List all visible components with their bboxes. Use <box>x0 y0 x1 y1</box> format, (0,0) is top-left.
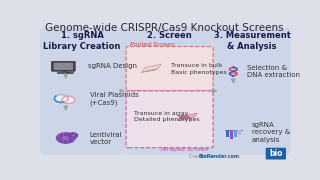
Text: bio: bio <box>269 149 283 158</box>
Circle shape <box>65 134 67 135</box>
Bar <box>238 130 241 135</box>
Text: Pooled Screen: Pooled Screen <box>130 42 175 47</box>
Circle shape <box>71 137 73 139</box>
Circle shape <box>54 95 68 102</box>
Text: Transuce in array
Detailed phenotypes: Transuce in array Detailed phenotypes <box>134 111 200 122</box>
Text: Transuce in bulk
Basic phenotypes: Transuce in bulk Basic phenotypes <box>171 63 227 75</box>
Circle shape <box>180 117 181 118</box>
Text: 3. Measurement
& Analysis: 3. Measurement & Analysis <box>214 31 291 51</box>
Bar <box>230 130 233 139</box>
Circle shape <box>58 137 61 139</box>
Circle shape <box>178 115 180 116</box>
FancyBboxPatch shape <box>126 91 213 148</box>
Text: BioRender.com: BioRender.com <box>199 154 240 159</box>
Circle shape <box>184 117 185 118</box>
FancyBboxPatch shape <box>54 63 73 70</box>
FancyBboxPatch shape <box>52 61 75 71</box>
Circle shape <box>186 118 187 119</box>
Circle shape <box>72 133 74 134</box>
Circle shape <box>69 135 71 136</box>
Circle shape <box>56 133 75 143</box>
Polygon shape <box>139 69 158 73</box>
Circle shape <box>189 118 191 119</box>
Text: Genome-wide CRISPR/Cas9 Knockout Screens: Genome-wide CRISPR/Cas9 Knockout Screens <box>45 23 283 33</box>
Circle shape <box>60 140 63 141</box>
Text: sgRNA
recovery &
analysis: sgRNA recovery & analysis <box>252 122 290 143</box>
FancyBboxPatch shape <box>266 148 286 159</box>
Text: Lentiviral
vector: Lentiviral vector <box>90 132 122 145</box>
Circle shape <box>69 140 71 141</box>
Circle shape <box>182 115 183 116</box>
Bar <box>226 130 229 137</box>
Circle shape <box>69 134 70 135</box>
Text: Arrayed Screen: Arrayed Screen <box>161 147 209 152</box>
Circle shape <box>68 133 78 138</box>
Text: Created in: Created in <box>189 154 216 159</box>
FancyBboxPatch shape <box>121 27 219 155</box>
Circle shape <box>74 137 76 138</box>
FancyBboxPatch shape <box>214 27 291 155</box>
Circle shape <box>60 135 63 136</box>
Circle shape <box>65 141 67 142</box>
Circle shape <box>182 118 183 119</box>
Circle shape <box>185 115 187 116</box>
Text: Selection &
DNA extraction: Selection & DNA extraction <box>247 65 300 78</box>
FancyBboxPatch shape <box>126 47 213 91</box>
FancyBboxPatch shape <box>40 27 124 155</box>
Text: 2. Screen: 2. Screen <box>147 31 192 40</box>
Circle shape <box>62 96 75 104</box>
Circle shape <box>75 134 77 135</box>
Polygon shape <box>142 64 162 72</box>
Text: Viral Plasmids
(+Cas9): Viral Plasmids (+Cas9) <box>90 93 138 106</box>
Circle shape <box>70 137 71 138</box>
Bar <box>234 130 237 137</box>
Circle shape <box>188 117 189 118</box>
Text: 1. sgRNA
Library Creation: 1. sgRNA Library Creation <box>44 31 121 51</box>
Text: sgRNA Design: sgRNA Design <box>88 63 137 69</box>
Polygon shape <box>178 113 197 121</box>
